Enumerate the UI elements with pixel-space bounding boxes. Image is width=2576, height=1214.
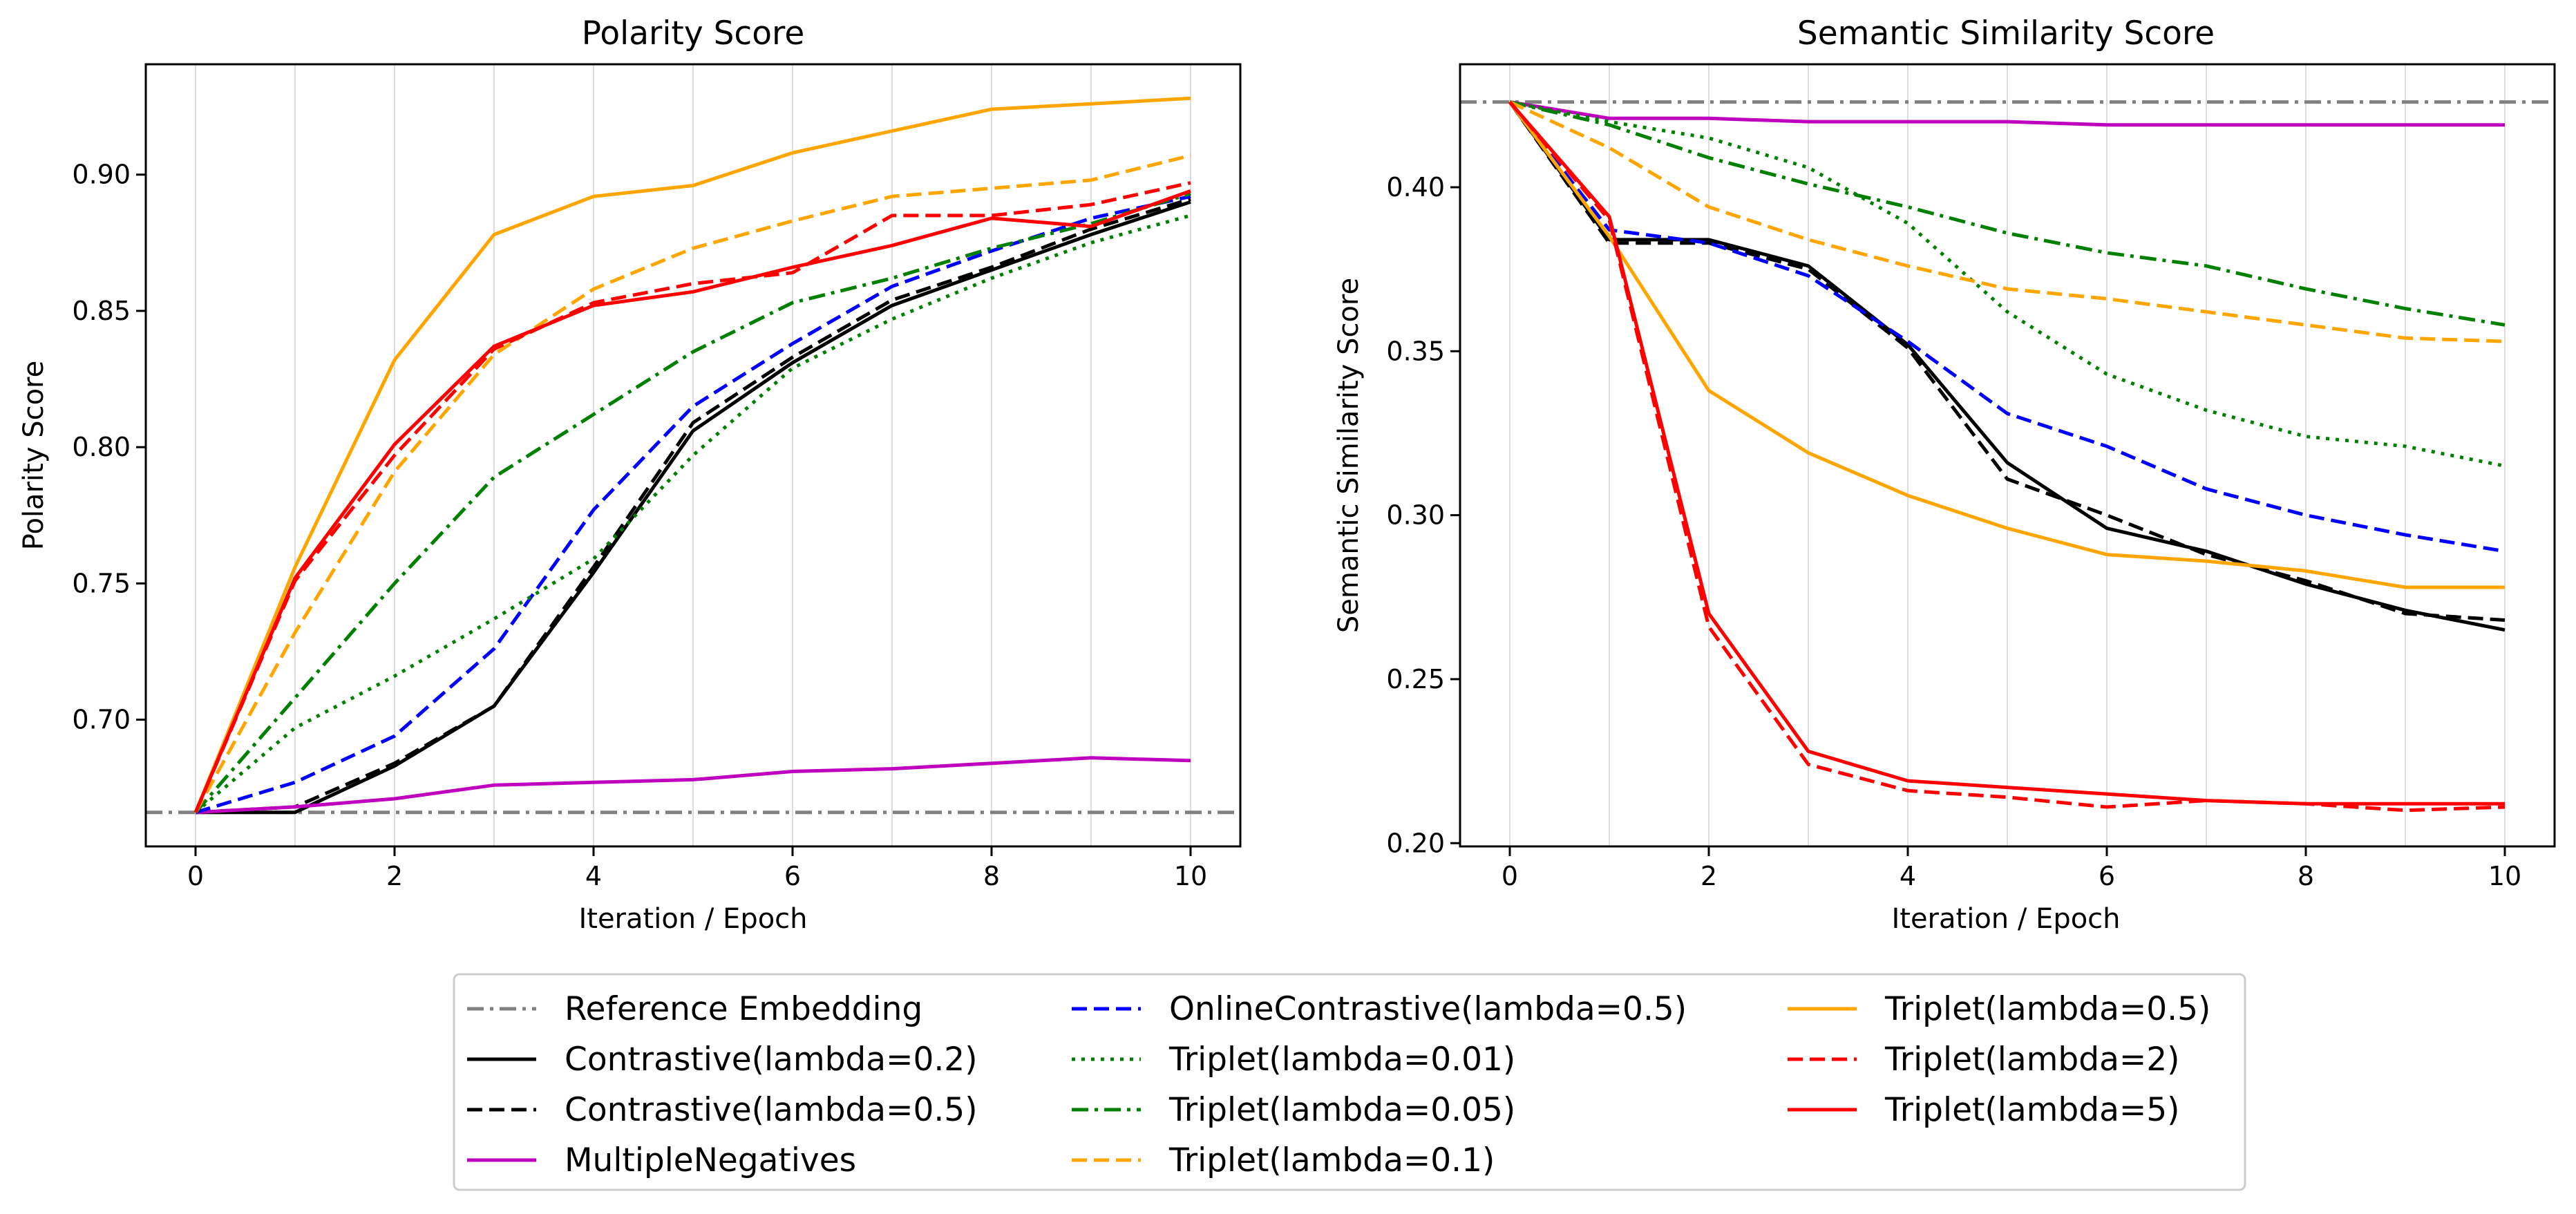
semantic-y-tick-label: 0.25 <box>1386 664 1445 694</box>
semantic-y-tick-label: 0.30 <box>1386 500 1445 531</box>
semantic-y-tick-label: 0.35 <box>1386 336 1445 366</box>
polarity-series-contrastive-05 <box>195 197 1191 815</box>
semantic-series-triplet-2 <box>1508 100 2506 813</box>
semantic-y-tick-label: 0.20 <box>1386 828 1445 858</box>
semantic-series-onlinecontrastive-05 <box>1508 101 2506 553</box>
legend-label-triplet-001: Triplet(lambda=0.01) <box>1168 1041 1515 1079</box>
semantic-x-tick-label: 0 <box>1502 861 1518 891</box>
legend-label-triplet-05: Triplet(lambda=0.5) <box>1884 990 2210 1028</box>
semantic-x-tick-label: 2 <box>1701 861 1717 891</box>
polarity-x-tick-label: 4 <box>585 861 602 891</box>
semantic-series-triplet-005 <box>1509 100 2506 327</box>
polarity-series-contrastive-02 <box>196 200 1191 815</box>
polarity-series-triplet-5 <box>193 189 1191 813</box>
polarity-series-triplet-2 <box>193 181 1191 813</box>
semantic-series-triplet-001 <box>1509 100 2506 468</box>
legend: Reference Embedding Contrastive(lambda=0.… <box>453 973 2246 1191</box>
polarity-lines <box>146 96 1240 815</box>
legend-label-contrastive-02: Contrastive(lambda=0.2) <box>565 1041 978 1079</box>
legend-label-reference: Reference Embedding <box>565 990 922 1028</box>
semantic-x-axis-label: Iteration / Epoch <box>1891 903 2120 935</box>
polarity-y-tick-label: 0.75 <box>72 568 131 598</box>
legend-label-contrastive-05: Contrastive(lambda=0.5) <box>565 1091 978 1129</box>
semantic-series-triplet-5 <box>1508 100 2505 806</box>
semantic-similarity-chart: Semantic Similarity Score 0 2 4 6 8 10 0.20 0.2… <box>1333 15 2556 935</box>
polarity-plot-frame <box>144 63 1242 848</box>
semantic-chart-title: Semantic Similarity Score <box>1797 15 2215 53</box>
polarity-ticks: 0 2 4 6 8 10 0.70 0.75 0.80 0.85 0.90 <box>72 160 1207 891</box>
semantic-series-triplet-01 <box>1508 100 2506 343</box>
semantic-x-tick-label: 8 <box>2298 861 2314 891</box>
polarity-series-triplet-01 <box>193 153 1191 813</box>
polarity-chart-title: Polarity Score <box>582 15 804 53</box>
polarity-y-tick-label: 0.90 <box>72 160 131 190</box>
polarity-series-triplet-001 <box>194 214 1191 814</box>
polarity-series-triplet-005 <box>194 192 1191 814</box>
semantic-y-axis-label: Semantic Similarity Score <box>1333 278 1365 633</box>
legend-label-triplet-5: Triplet(lambda=5) <box>1884 1091 2180 1129</box>
polarity-x-tick-label: 6 <box>784 861 801 891</box>
polarity-series-onlinecontrastive-05 <box>195 194 1191 815</box>
semantic-series-triplet-05 <box>1508 101 2505 589</box>
semantic-grid <box>1509 64 2506 846</box>
polarity-x-tick-label: 2 <box>386 861 403 891</box>
legend-label-onlinecontrastive-05: OnlineContrastive(lambda=0.5) <box>1169 990 1687 1028</box>
semantic-x-tick-label: 10 <box>2488 861 2521 891</box>
legend-label-triplet-01: Triplet(lambda=0.1) <box>1168 1141 1495 1179</box>
polarity-series-multiplenegatives <box>195 756 1191 815</box>
polarity-grid <box>195 64 1191 846</box>
polarity-y-tick-label: 0.70 <box>72 705 131 735</box>
semantic-y-tick-label: 0.40 <box>1386 172 1445 202</box>
semantic-ticks: 0 2 4 6 8 10 0.20 0.25 0.30 0.35 0.40 <box>1386 172 2521 891</box>
semantic-series-multiplenegatives <box>1509 100 2505 127</box>
polarity-x-tick-label: 0 <box>187 861 204 891</box>
semantic-series-contrastive-05 <box>1508 101 2506 622</box>
legend-label-multiplenegatives: MultipleNegatives <box>565 1141 856 1179</box>
semantic-x-tick-label: 4 <box>1900 861 1916 891</box>
legend-frame <box>453 973 2246 1191</box>
polarity-x-tick-label: 8 <box>983 861 1000 891</box>
polarity-y-tick-label: 0.80 <box>72 432 131 462</box>
semantic-plot-frame <box>1459 63 2556 848</box>
polarity-x-tick-label: 10 <box>1174 861 1207 891</box>
semantic-lines <box>1460 100 2555 813</box>
legend-label-triplet-2: Triplet(lambda=2) <box>1884 1041 2180 1079</box>
polarity-y-axis-label: Polarity Score <box>18 361 50 550</box>
polarity-chart: Polarity Score 0 2 4 6 8 10 0.70 0.75 0.80 0.85 0.… <box>18 15 1242 935</box>
polarity-y-tick-label: 0.85 <box>72 296 131 326</box>
polarity-series-triplet-05 <box>193 96 1191 813</box>
legend-label-triplet-005: Triplet(lambda=0.05) <box>1168 1091 1515 1129</box>
polarity-x-axis-label: Iteration / Epoch <box>578 903 807 935</box>
semantic-x-tick-label: 6 <box>2099 861 2115 891</box>
